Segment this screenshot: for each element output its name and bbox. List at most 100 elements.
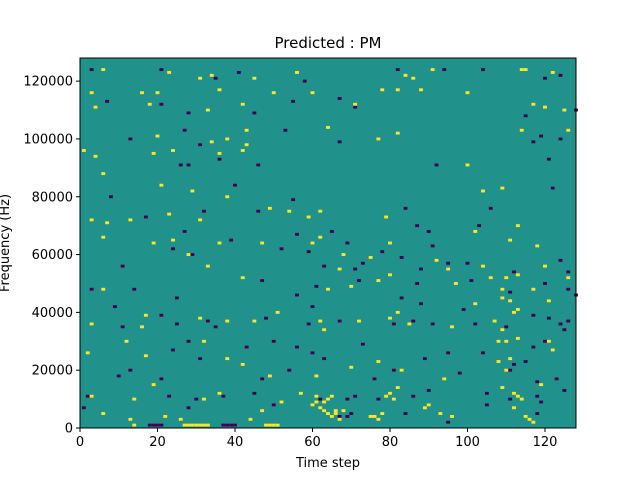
heatmap-cell-low (314, 284, 319, 288)
heatmap-cell-high (318, 406, 323, 410)
heatmap-cell-low (306, 322, 311, 326)
heatmap-cell-low (403, 412, 408, 415)
heatmap-cell-high (287, 209, 292, 213)
heatmap-cell-high (217, 151, 222, 155)
heatmap-cell-high (140, 325, 144, 329)
heatmap-cell-high (500, 328, 505, 332)
heatmap-cell-low (345, 397, 350, 401)
heatmap-cell-low (508, 290, 513, 294)
heatmap-cell-high (202, 423, 206, 427)
heatmap-cell-high (225, 319, 230, 323)
heatmap-cell-high (333, 409, 338, 413)
heatmap-cell-low (508, 397, 513, 401)
heatmap-cell-high (550, 348, 555, 352)
heatmap-cell-high (252, 319, 257, 323)
heatmap-cell-low (174, 322, 179, 326)
heatmap-cell-low (147, 423, 152, 427)
heatmap-cell-low (422, 357, 427, 361)
heatmap-cell-high (240, 149, 245, 152)
heatmap-cell-low (322, 264, 327, 268)
heatmap-cell-low (271, 403, 276, 407)
heatmap-cell-low (391, 322, 396, 326)
heatmap-cell-high (318, 319, 323, 323)
heatmap-cell-high (167, 71, 172, 74)
heatmap-cell-high (128, 417, 133, 421)
heatmap-cell-high (504, 368, 509, 372)
x-tick-label: 40 (227, 435, 244, 450)
heatmap-cell-low (279, 247, 284, 251)
heatmap-cell-low (531, 140, 536, 144)
heatmap-cell-high (391, 397, 396, 401)
heatmap-cell-low (345, 241, 350, 245)
heatmap-cell-high (190, 189, 195, 193)
heatmap-cell-low (391, 368, 396, 372)
heatmap-cell-high (271, 423, 276, 427)
heatmap-cell-low (360, 261, 365, 265)
heatmap-cell-low (182, 128, 187, 132)
heatmap-cell-high (186, 423, 191, 427)
y-tick-label: 80000 (32, 190, 73, 205)
heatmap-cell-low (198, 357, 203, 361)
y-axis: 0 20000 40000 60000 80000 100000 120000 (23, 75, 80, 437)
heatmap-cell-high (515, 336, 520, 340)
heatmap-cell-high (93, 154, 98, 158)
heatmap-cell-high (543, 264, 547, 268)
heatmap-cell-high (93, 105, 98, 109)
heatmap-cell-high (504, 339, 509, 343)
heatmap-cell-low (89, 287, 94, 291)
heatmap-cell-low (546, 157, 551, 161)
heatmap-cell-high (512, 391, 516, 395)
heatmap-cell-high (143, 313, 148, 317)
heatmap-cell-low (329, 229, 334, 233)
heatmap-cell-high (205, 108, 210, 112)
heatmap-cell-low (105, 99, 110, 103)
heatmap-cell-high (128, 218, 133, 222)
heatmap-cell-high (426, 403, 431, 407)
heatmap-cell-low (434, 163, 439, 167)
heatmap-cell-low (566, 287, 571, 291)
heatmap-cell-high (376, 417, 381, 421)
heatmap-cell-high (473, 302, 478, 306)
heatmap-cell-low (120, 325, 125, 329)
heatmap-cell-low (252, 111, 257, 115)
heatmap-cell-high (151, 383, 156, 387)
heatmap-cell-high (519, 68, 524, 72)
heatmap-cell-high (151, 241, 156, 245)
heatmap-cell-low (236, 71, 241, 74)
heatmap-cell-high (101, 412, 106, 415)
heatmap-cell-high (202, 397, 206, 401)
heatmap-cell-low (457, 371, 462, 375)
heatmap-cell-low (198, 143, 203, 147)
heatmap-cell-low (546, 316, 551, 320)
heatmap-cell-high (151, 151, 156, 155)
y-tick-label: 0 (65, 422, 73, 437)
heatmap-cell-high (368, 256, 373, 259)
heatmap-cell-low (562, 388, 567, 392)
heatmap-cell-low (120, 264, 125, 268)
heatmap-cell-high (163, 414, 168, 418)
heatmap-cell-high (395, 88, 400, 92)
heatmap-cell-low (291, 99, 296, 103)
heatmap-cell-low (345, 414, 350, 418)
heatmap-cell-high (267, 206, 272, 210)
heatmap-cell-high (81, 149, 86, 152)
heatmap-cell-high (388, 391, 392, 395)
heatmap-cell-low (535, 380, 540, 384)
heatmap-cell-low (376, 397, 381, 401)
heatmap-cell-low (539, 400, 544, 404)
heatmap-cell-high (186, 253, 191, 257)
heatmap-cell-low (554, 377, 559, 381)
heatmap-cell-low (484, 403, 489, 407)
heatmap-cell-high (326, 287, 330, 291)
heatmap-cell-high (353, 102, 358, 106)
heatmap-cell-low (229, 423, 234, 427)
heatmap-cell-high (508, 357, 513, 361)
heatmap-cell-low (229, 238, 234, 242)
heatmap-cell-low (283, 128, 288, 132)
heatmap-cell-high (322, 328, 327, 332)
heatmap-cell-high (349, 365, 354, 369)
heatmap-cell-low (167, 394, 172, 398)
heatmap-cell-low (360, 342, 365, 346)
heatmap-cell-high (190, 423, 195, 427)
heatmap-cell-low (159, 423, 164, 427)
